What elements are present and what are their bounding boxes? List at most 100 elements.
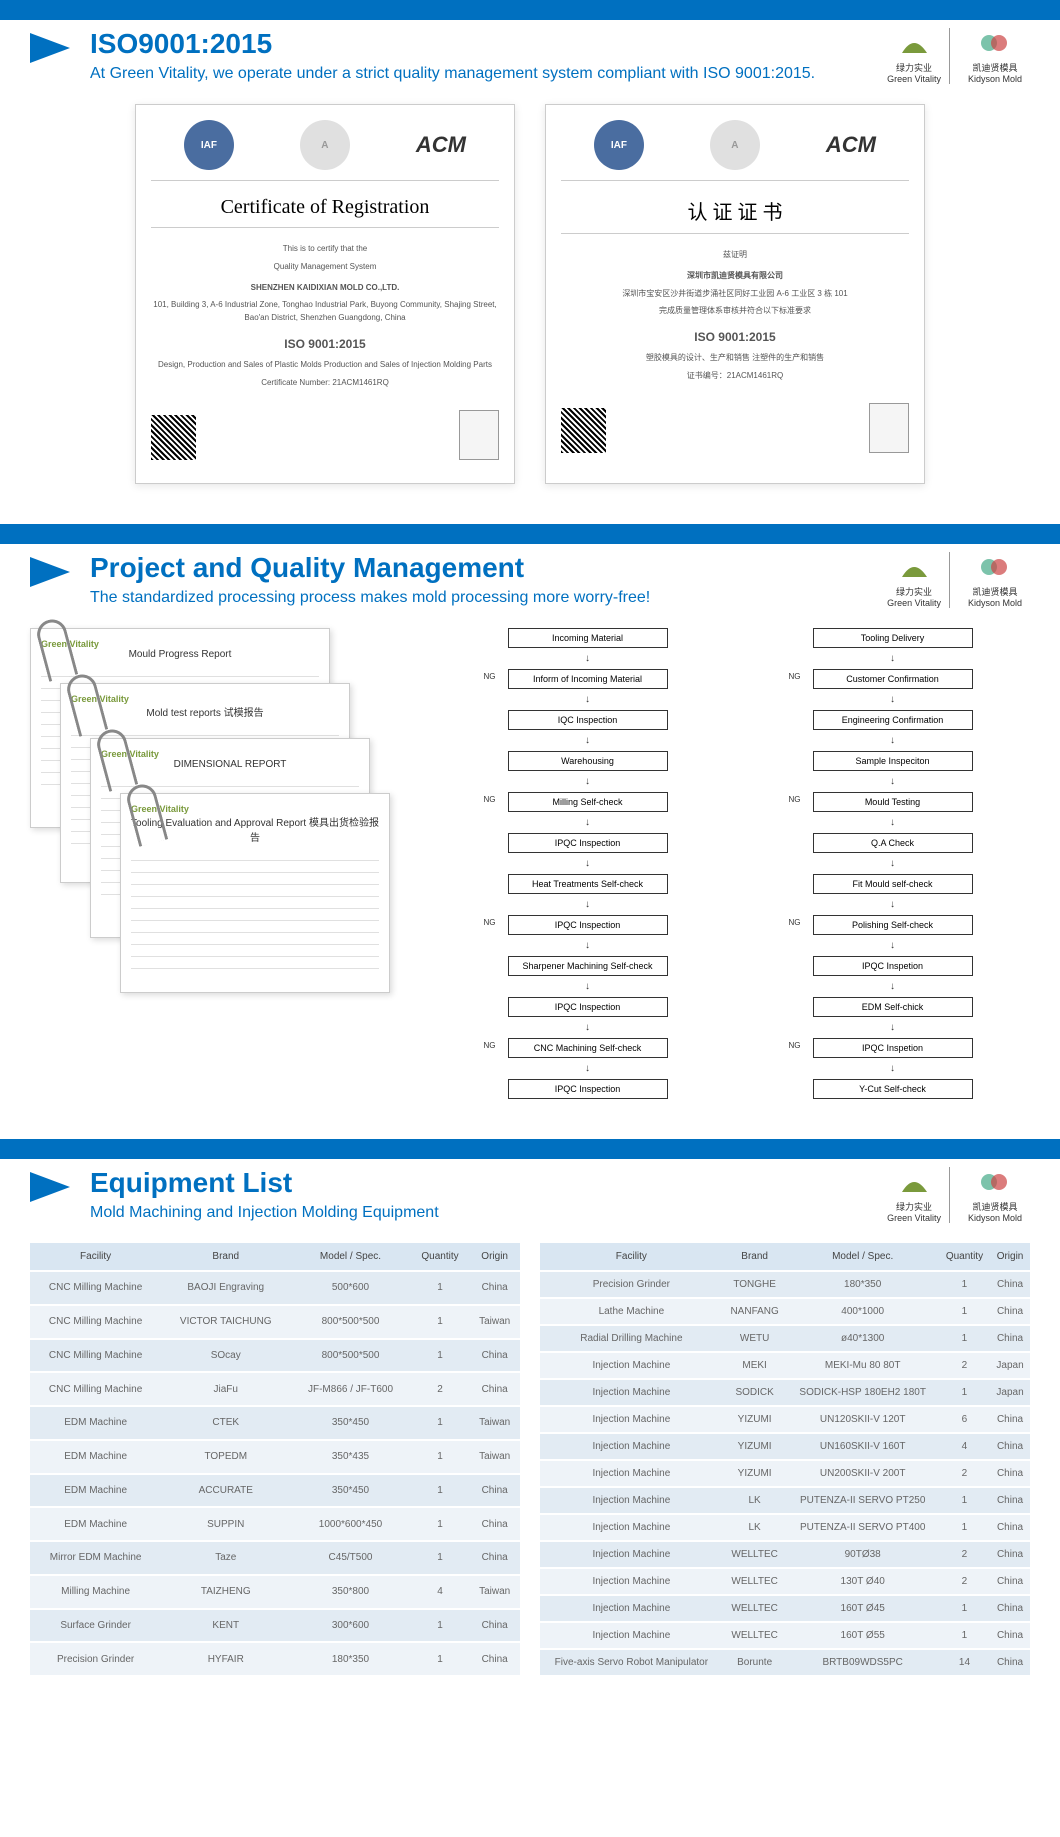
cert-text: 兹证明 [561,249,909,262]
table-header: Brand [161,1243,290,1271]
table-cell: PUTENZA-II SERVO PT250 [787,1487,939,1514]
qr-icon [561,408,606,453]
table-cell: BRTB09WDS5PC [787,1649,939,1676]
section-title: Equipment List [90,1167,859,1199]
table-cell: TOPEDM [161,1440,290,1474]
table-cell: EDM Machine [30,1507,161,1541]
report-doc: Green VitalityTooling Evaluation and App… [120,793,390,993]
flow-step: IPQC Inspection [508,997,668,1017]
table-cell: 300*600 [290,1609,410,1643]
logo-text: Green Vitality [887,1213,941,1223]
flow-step: Sharpener Machining Self-check [508,956,668,976]
table-cell: Mirror EDM Machine [30,1541,161,1575]
table-cell: 160T Ø55 [787,1622,939,1649]
table-cell: 1 [411,1339,470,1373]
cert-text: This is to certify that the [151,243,499,256]
flow-step: Heat Treatments Self-check [508,874,668,894]
flow-arrow-icon: ↓ [890,1066,895,1071]
flow-arrow-icon: ↓ [585,738,590,743]
section-title: ISO9001:2015 [90,28,859,60]
table-cell: ACCURATE [161,1474,290,1508]
flow-arrow-icon: ↓ [585,861,590,866]
flow-step: Sample Inspeciton [813,751,973,771]
table-cell: 400*1000 [787,1298,939,1325]
cert-addr: 深圳市宝安区沙井街道步涌社区同好工业园 A-6 工业区 3 栋 101 [561,288,909,301]
table-cell: JF-M866 / JF-T600 [290,1372,410,1406]
table-cell: MEKI [723,1352,787,1379]
cert-no: 证书编号：21ACM1461RQ [561,370,909,383]
table-cell: Taze [161,1541,290,1575]
logo-text: 绿力实业 [887,585,941,598]
table-cell: SODICK [723,1379,787,1406]
flow-arrow-icon: ↓ [585,697,590,702]
table-cell: 2 [411,1372,470,1406]
logo-text: Kidyson Mold [968,1213,1022,1223]
section-subtitle: At Green Vitality, we operate under a st… [90,65,859,83]
cert-iso: ISO 9001:2015 [151,335,499,354]
cert-title: 认 证 证 书 [561,196,909,234]
table-cell: Borunte [723,1649,787,1676]
table-cell: 1 [411,1507,470,1541]
table-row: CNC Milling MachineBAOJI Engraving500*60… [30,1271,520,1305]
table-header: Facility [30,1243,161,1271]
table-cell: China [990,1541,1030,1568]
report-stack: Green VitalityMould Progress ReportGreen… [30,628,430,1008]
logo-text: 凯迪贤模具 [968,1200,1022,1213]
table-cell: 800*500*500 [290,1305,410,1339]
table-cell: WELLTEC [723,1568,787,1595]
section-pm: Project and Quality Management The stand… [0,552,1060,1139]
table-cell: JiaFu [161,1372,290,1406]
table-cell: NANFANG [723,1298,787,1325]
cert-iso: ISO 9001:2015 [561,328,909,347]
table-cell: China [990,1460,1030,1487]
flow-arrow-icon: ↓ [890,656,895,661]
table-cell: VICTOR TAICHUNG [161,1305,290,1339]
table-cell: WELLTEC [723,1541,787,1568]
flowchart-left: Incoming Material↓Inform of Incoming Mat… [450,628,725,1099]
table-cell: 1 [411,1406,470,1440]
table-cell: China [469,1271,520,1305]
section-equip: Equipment List Mold Machining and Inject… [0,1167,1060,1717]
table-cell: China [469,1507,520,1541]
table-cell: 350*435 [290,1440,410,1474]
flowchart-right: Tooling Delivery↓Customer ConfirmationNG… [755,628,1030,1099]
table-header: Model / Spec. [787,1243,939,1271]
table-cell: Injection Machine [540,1568,723,1595]
table-header: Facility [540,1243,723,1271]
table-cell: C45/T500 [290,1541,410,1575]
table-cell: BAOJI Engraving [161,1271,290,1305]
table-row: Five-axis Servo Robot ManipulatorBorunte… [540,1649,1030,1676]
flow-step: IPQC InspectionNG [508,915,668,935]
table-cell: Precision Grinder [540,1271,723,1298]
table-cell: China [990,1298,1030,1325]
table-row: EDM MachineTOPEDM350*4351Taiwan [30,1440,520,1474]
table-header: Brand [723,1243,787,1271]
logo-text: Green Vitality [887,74,941,84]
table-cell: 500*600 [290,1271,410,1305]
table-cell: TONGHE [723,1271,787,1298]
table-cell: Taiwan [469,1305,520,1339]
table-header: Quantity [411,1243,470,1271]
flow-arrow-icon: ↓ [890,738,895,743]
table-row: Surface GrinderKENT300*6001China [30,1609,520,1643]
arrow-icon [30,33,70,63]
table-cell: 2 [939,1568,990,1595]
table-row: CNC Milling MachineSOcay800*500*5001Chin… [30,1339,520,1373]
flow-arrow-icon: ↓ [585,902,590,907]
table-cell: 350*450 [290,1406,410,1440]
flow-step: IQC Inspection [508,710,668,730]
logo-text: Kidyson Mold [968,598,1022,608]
flow-arrow-icon: ↓ [890,984,895,989]
table-cell: YIZUMI [723,1406,787,1433]
table-cell: SODICK-HSP 180EH2 180T [787,1379,939,1406]
flow-step: Milling Self-checkNG [508,792,668,812]
section-iso: ISO9001:2015 At Green Vitality, we opera… [0,28,1060,524]
equipment-table-left: FacilityBrandModel / Spec.QuantityOrigin… [30,1243,520,1677]
table-row: Injection MachineSODICKSODICK-HSP 180EH2… [540,1379,1030,1406]
table-cell: CNC Milling Machine [30,1271,161,1305]
table-cell: China [990,1568,1030,1595]
divider-bar [0,524,1060,544]
arrow-icon [30,557,70,587]
table-cell: UN200SKII-V 200T [787,1460,939,1487]
table-header: Model / Spec. [290,1243,410,1271]
